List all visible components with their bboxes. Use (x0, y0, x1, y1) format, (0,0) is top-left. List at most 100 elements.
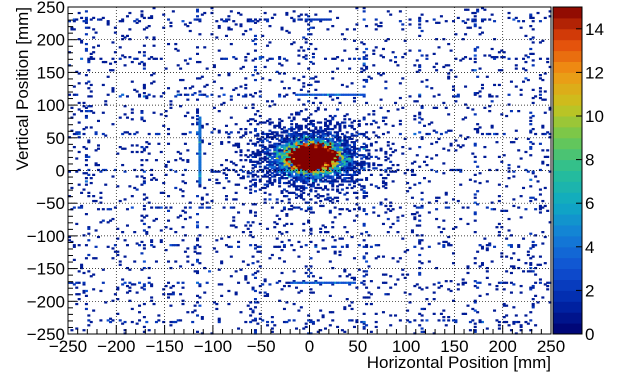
hit-point (84, 257, 88, 260)
hit-point (179, 78, 183, 82)
hit-point (198, 149, 202, 152)
x-tick-label: 100 (392, 337, 420, 356)
hit-point (200, 13, 204, 16)
hit-point (217, 319, 221, 322)
hit-point (142, 54, 146, 57)
hit-point (89, 52, 93, 56)
hit-point (495, 168, 499, 172)
y-tick-label: 50 (46, 129, 65, 148)
hit-point (340, 142, 344, 145)
hit-point (299, 245, 303, 248)
hit-point (418, 224, 422, 227)
hit-point (220, 141, 224, 144)
hit-point (121, 283, 125, 286)
hit-point (292, 77, 296, 80)
hit-point (253, 69, 257, 72)
hit-point (355, 178, 359, 181)
hit-point (282, 320, 286, 324)
hit-point (249, 307, 253, 311)
hit-point (295, 139, 299, 142)
hit-point (299, 152, 303, 155)
hit-point (297, 281, 301, 284)
hit-point (263, 278, 267, 281)
hit-point (328, 18, 332, 21)
hit-point (389, 13, 393, 16)
hit-point (331, 175, 335, 178)
hit-point (500, 56, 504, 59)
hit-point (362, 191, 366, 194)
hit-point (333, 160, 337, 163)
hit-point (531, 170, 535, 173)
hit-point (198, 93, 202, 96)
colorbar-tick-label: 6 (585, 194, 594, 213)
hit-point (311, 159, 315, 162)
hit-point (529, 257, 533, 260)
hit-point (84, 33, 88, 36)
hit-point (237, 240, 241, 244)
hit-point (466, 8, 470, 11)
hit-point (311, 157, 315, 160)
hit-point (278, 118, 282, 121)
hit-point (268, 170, 272, 173)
hit-point (282, 72, 286, 75)
hit-point (311, 180, 315, 183)
hit-point (497, 69, 501, 72)
hit-point (244, 106, 248, 109)
hit-point (365, 245, 369, 248)
hit-point (538, 211, 542, 214)
hit-point (261, 56, 265, 59)
hit-point (87, 139, 91, 142)
hit-point (522, 67, 526, 70)
hit-point (374, 141, 378, 144)
colorbar-tick-label: 12 (585, 63, 604, 82)
hit-point (314, 13, 318, 16)
hit-point (360, 132, 364, 136)
hit-point (328, 324, 332, 327)
hit-point (326, 157, 330, 160)
hit-point (456, 283, 460, 286)
hit-point (278, 121, 282, 124)
hit-point (287, 145, 291, 149)
hit-point (302, 229, 306, 232)
hit-point (529, 131, 533, 134)
hit-point (331, 180, 335, 183)
hit-point (309, 160, 313, 163)
hit-point (418, 206, 422, 209)
hit-point (196, 10, 200, 13)
hit-point (461, 144, 465, 147)
hit-point (270, 162, 274, 165)
hit-point (232, 219, 236, 222)
hit-point (437, 281, 441, 284)
hit-point (319, 141, 323, 144)
hit-point (227, 289, 231, 293)
hit-point (321, 175, 325, 178)
hit-point (287, 31, 291, 34)
hit-point (84, 49, 88, 52)
hit-point (321, 177, 325, 180)
hit-point (326, 231, 330, 234)
hit-point (258, 90, 262, 93)
hit-point (468, 329, 472, 332)
hit-point (529, 16, 533, 20)
hit-point (263, 132, 267, 136)
hit-point (297, 111, 301, 114)
hit-point (531, 304, 535, 307)
hit-point (263, 198, 267, 201)
hit-point (389, 167, 393, 170)
hit-point (96, 163, 100, 167)
hit-point (476, 286, 480, 289)
hit-point (299, 186, 303, 190)
hit-point (261, 139, 265, 142)
hit-point (377, 286, 381, 289)
axes-layer: −250 −200 −150 −100 −50 0 50 100 150 200 250−250−2… (27, 0, 565, 356)
hit-point (365, 324, 369, 327)
hit-point (352, 144, 356, 147)
hit-point (345, 159, 349, 162)
hit-point (323, 129, 328, 132)
hit-point (323, 157, 328, 160)
hit-point (253, 142, 257, 145)
hit-point (345, 165, 349, 168)
hit-point (295, 196, 299, 199)
hit-point (278, 163, 282, 167)
hit-point (198, 124, 202, 127)
